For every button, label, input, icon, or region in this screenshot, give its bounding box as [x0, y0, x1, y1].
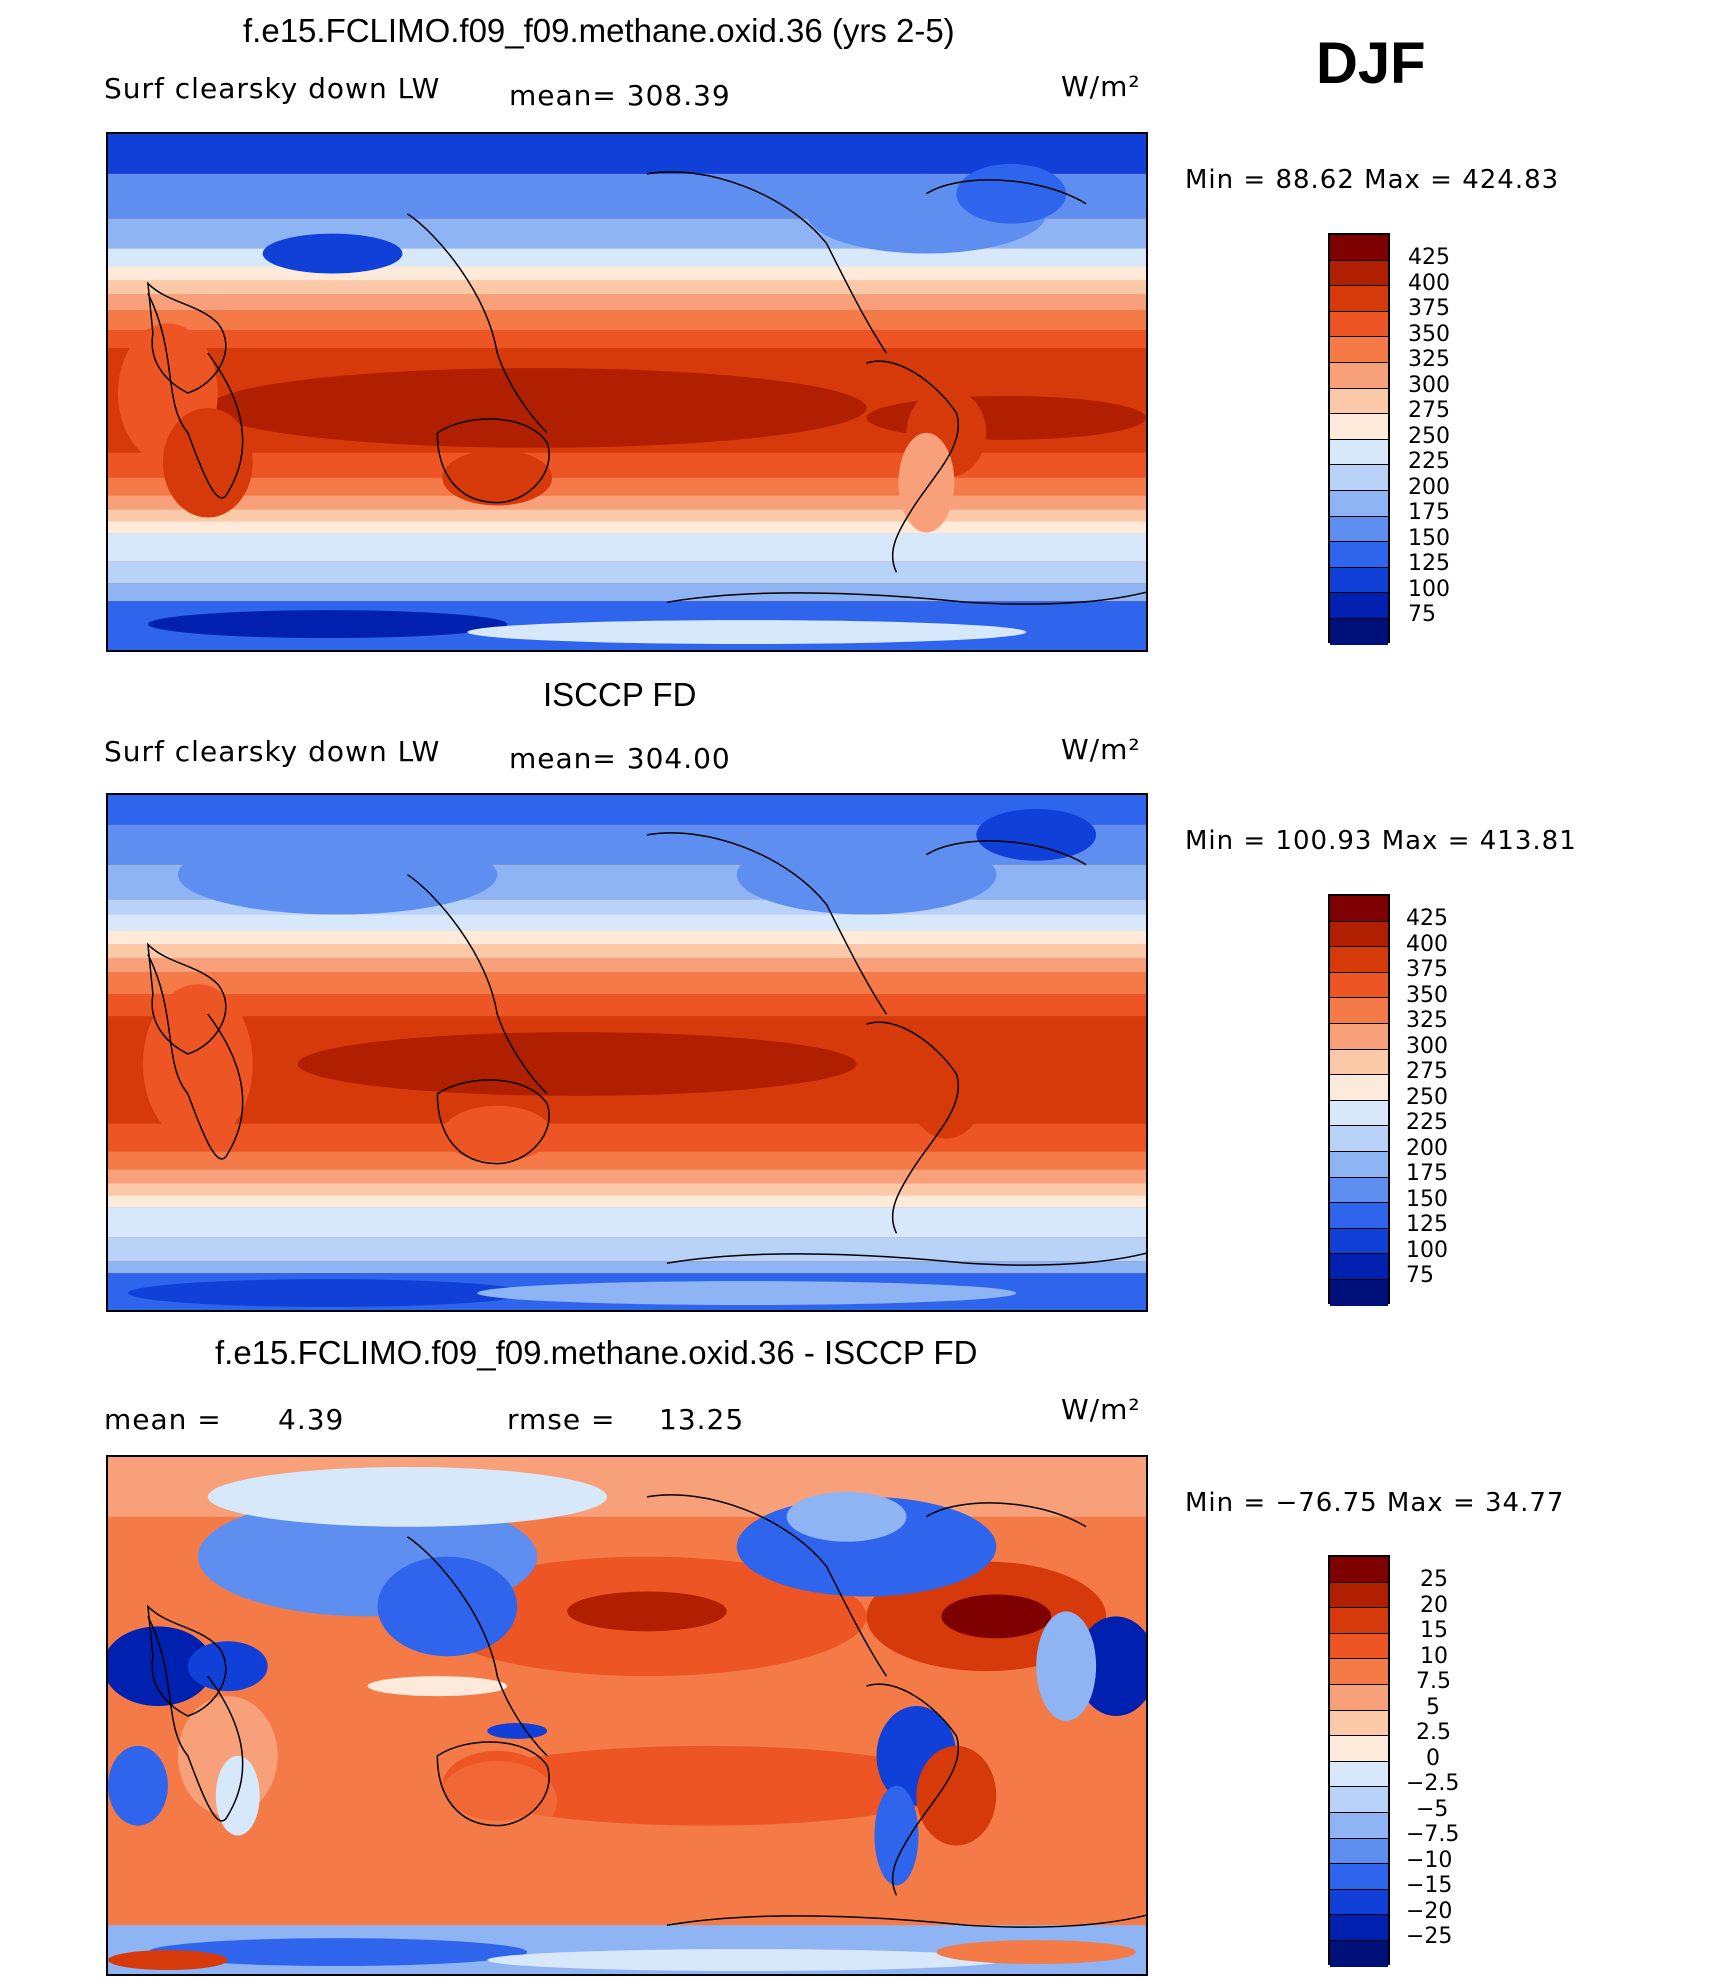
colorbar-tick: −15: [1406, 1873, 1453, 1898]
panel1-mean: mean= 308.39: [509, 79, 731, 112]
panel2-units: W/m²: [1061, 733, 1141, 766]
colorbar-tick: 2.5: [1416, 1720, 1451, 1745]
colorbar-tick: 175: [1408, 500, 1450, 525]
panel3-rmse-label: rmse =: [507, 1403, 616, 1436]
panel1-colorbar: [1328, 233, 1390, 645]
panel2-title: ISCCP FD: [543, 676, 697, 713]
colorbar-tick: 375: [1408, 296, 1450, 321]
panel3-title: f.e15.FCLIMO.f09_f09.methane.oxid.36 - I…: [215, 1334, 978, 1371]
colorbar-tick: 275: [1406, 1059, 1448, 1084]
colorbar-tick: −25: [1406, 1924, 1453, 1949]
colorbar-tick: −20: [1406, 1898, 1453, 1924]
colorbar-tick: 125: [1408, 551, 1450, 576]
colorbar-tick: 15: [1420, 1618, 1448, 1643]
colorbar-tick: 125: [1406, 1212, 1448, 1237]
colorbar-tick: 300: [1408, 372, 1450, 398]
panel3-rmse-value: 13.25: [659, 1403, 745, 1436]
colorbar-tick: 100: [1408, 576, 1450, 602]
panel2-field-label: Surf clearsky down LW: [104, 735, 441, 768]
panel1-units: W/m²: [1061, 70, 1141, 103]
colorbar-tick: 200: [1406, 1135, 1448, 1161]
panel1-map-svg: [108, 134, 1146, 650]
colorbar-tick: 150: [1406, 1186, 1448, 1212]
panel3-map: [106, 1455, 1148, 1976]
panel3-map-svg: [108, 1457, 1146, 1974]
panel2-map: [106, 793, 1148, 1312]
colorbar-tick: −2.5: [1406, 1771, 1460, 1796]
colorbar-tick: 300: [1406, 1033, 1448, 1059]
colorbar-tick: 75: [1406, 1263, 1434, 1288]
colorbar-tick: 200: [1408, 474, 1450, 500]
colorbar-tick: 350: [1406, 982, 1448, 1008]
colorbar-tick: 175: [1406, 1161, 1448, 1186]
panel1-title: f.e15.FCLIMO.f09_f09.methane.oxid.36 (yr…: [243, 12, 955, 49]
colorbar-tick: 0: [1426, 1745, 1440, 1771]
colorbar-tick: 350: [1408, 321, 1450, 347]
colorbar-tick: 425: [1406, 906, 1448, 931]
colorbar-tick: 10: [1420, 1643, 1448, 1669]
colorbar-tick: 325: [1408, 347, 1450, 372]
colorbar-tick: 250: [1406, 1084, 1448, 1110]
season-label: DJF: [1316, 31, 1426, 96]
panel3-colorbar: [1328, 1555, 1390, 1967]
colorbar-tick: 400: [1408, 270, 1450, 296]
panel1-colorbar-labels: 425 400 375 350 325 300 275 250 225 200 …: [1408, 245, 1450, 628]
colorbar-tick: −7.5: [1406, 1822, 1460, 1847]
colorbar-tick: 250: [1408, 423, 1450, 449]
colorbar-tick: 7.5: [1416, 1669, 1451, 1694]
colorbar-tick: 425: [1408, 245, 1450, 270]
panel3-mean-label: mean =: [104, 1403, 222, 1436]
panel2-colorbar-labels: 425 400 375 350 325 300 275 250 225 200 …: [1406, 906, 1448, 1289]
colorbar-tick: 400: [1406, 931, 1448, 957]
panel1-map: [106, 132, 1148, 652]
colorbar-tick: 5: [1426, 1694, 1440, 1720]
panel2-mean: mean= 304.00: [509, 742, 731, 775]
colorbar-tick: 75: [1408, 602, 1436, 627]
panel3-colorbar-labels: 25 20 15 10 7.5 5 2.5 0 −2.5 −5 −7.5 −10…: [1406, 1567, 1459, 1950]
panel1-minmax: Min = 88.62 Max = 424.83: [1185, 165, 1560, 195]
colorbar-tick: −10: [1406, 1847, 1453, 1873]
colorbar-tick: 100: [1406, 1237, 1448, 1263]
panel2-map-svg: [108, 795, 1146, 1310]
colorbar-tick: 275: [1408, 398, 1450, 423]
colorbar-tick: 150: [1408, 525, 1450, 551]
panel3-mean-value: 4.39: [278, 1403, 345, 1436]
colorbar-tick: 225: [1406, 1110, 1448, 1135]
panel1-field-label: Surf clearsky down LW: [104, 72, 441, 105]
colorbar-tick: 225: [1408, 449, 1450, 474]
colorbar-tick: 25: [1420, 1567, 1448, 1592]
colorbar-tick: 20: [1420, 1592, 1448, 1618]
panel2-colorbar: [1328, 894, 1390, 1306]
panel2-minmax: Min = 100.93 Max = 413.81: [1185, 826, 1577, 856]
colorbar-tick: −5: [1416, 1796, 1449, 1822]
colorbar-tick: 375: [1406, 957, 1448, 982]
panel3-units: W/m²: [1061, 1393, 1141, 1426]
colorbar-tick: 325: [1406, 1008, 1448, 1033]
panel3-minmax: Min = −76.75 Max = 34.77: [1185, 1488, 1565, 1518]
